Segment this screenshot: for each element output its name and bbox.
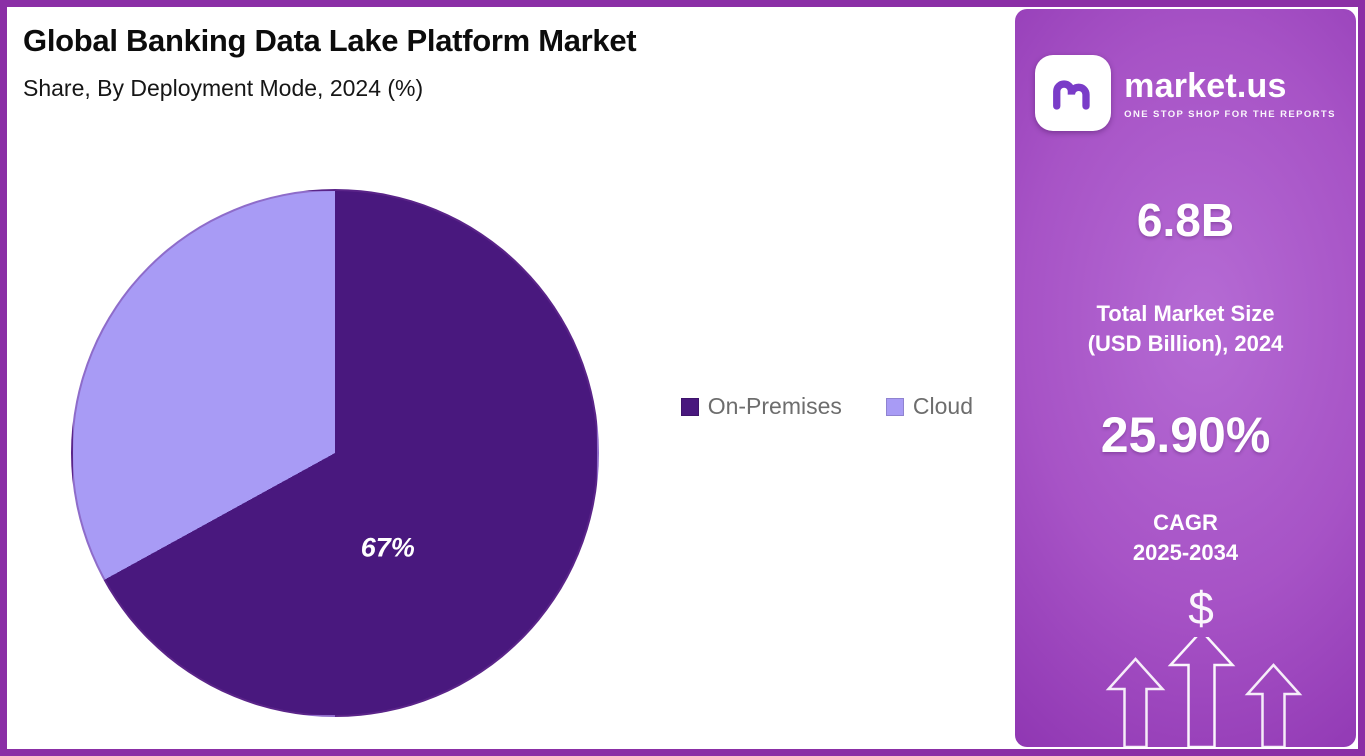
- logo-m-glyph: [1053, 80, 1090, 110]
- brand-name: market.us: [1124, 66, 1287, 105]
- pie-chart: 67%: [71, 189, 599, 717]
- chart-subtitle: Share, By Deployment Mode, 2024 (%): [23, 75, 424, 101]
- chart-header: Global Banking Data Lake Platform Market…: [7, 7, 1011, 102]
- pie-circle: [71, 189, 599, 717]
- brand-tagline: ONE STOP SHOP FOR THE REPORTS: [1124, 108, 1336, 120]
- legend-swatch-cloud: [885, 397, 904, 416]
- brand-row: market.us ONE STOP SHOP FOR THE REPORTS: [1035, 55, 1336, 131]
- chart-legend: On-Premises Cloud: [680, 393, 973, 420]
- cagr-value: 25.90%: [1100, 407, 1271, 464]
- chart-area: Global Banking Data Lake Platform Market…: [7, 7, 1011, 749]
- market-size-value: 6.8B: [1136, 194, 1235, 246]
- dollar-icon: $: [1188, 582, 1214, 634]
- legend-item-cloud: Cloud: [885, 393, 973, 420]
- cagr-label: CAGR 2025-2034: [1132, 510, 1239, 566]
- legend-swatch-on-premises: [680, 397, 699, 416]
- legend-label-on-premises: On-Premises: [707, 393, 842, 419]
- legend-label-cloud: Cloud: [912, 393, 973, 419]
- stats-sidebar: market.us ONE STOP SHOP FOR THE REPORTS …: [1015, 9, 1356, 747]
- market-us-logo-icon: [1035, 55, 1112, 131]
- market-size-label: Total Market Size (USD Billion), 2024: [1087, 301, 1284, 356]
- pie-data-label: 67%: [360, 532, 415, 563]
- growth-arrows-icon: [1105, 637, 1303, 747]
- brand-text: market.us ONE STOP SHOP FOR THE REPORTS: [1124, 67, 1336, 120]
- chart-title: Global Banking Data Lake Platform Market: [23, 23, 637, 58]
- legend-item-on-premises: On-Premises: [680, 393, 842, 420]
